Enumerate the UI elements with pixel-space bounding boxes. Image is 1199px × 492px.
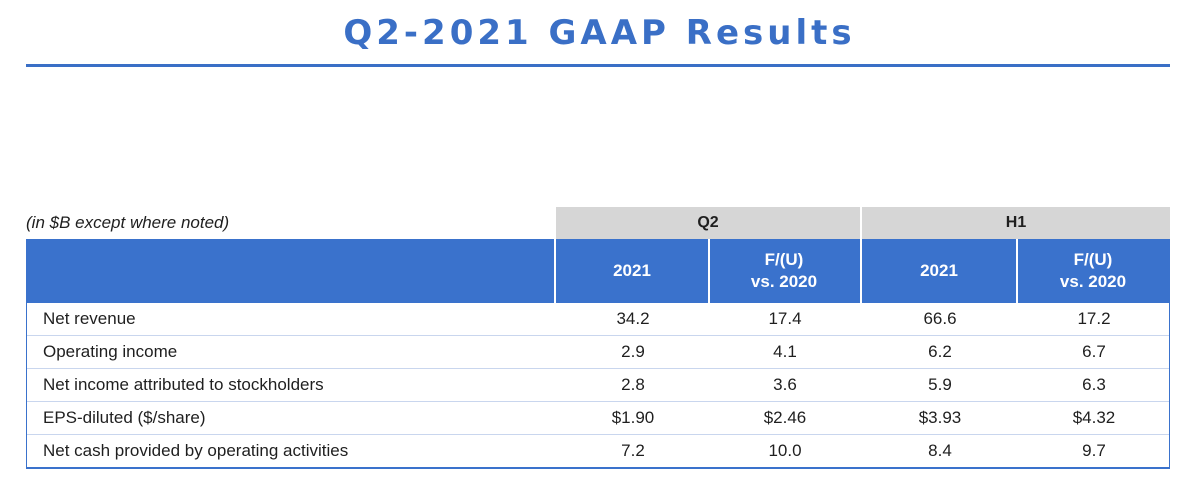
table-cell: $3.93	[918, 408, 962, 427]
table-cell: 7.2	[621, 441, 645, 460]
table-cell: $2.46	[763, 408, 807, 427]
column-header-row: 2021 F/(U) vs. 2020 2021 F/(U) vs. 2020	[26, 239, 1170, 303]
column-header-line2: vs. 2020	[750, 272, 818, 291]
column-separator	[860, 239, 862, 303]
table-cell: 6.7	[1082, 342, 1106, 361]
table-cell: 10.0	[768, 441, 802, 460]
column-separator	[1016, 239, 1018, 303]
table-cell: 2.9	[621, 342, 645, 361]
column-header-line1: 2021	[920, 261, 958, 280]
column-header-q2-vs-2020: F/(U) vs. 2020	[708, 239, 860, 303]
table-row: Net cash provided by operating activitie…	[27, 435, 1169, 467]
column-header-q2-2021: 2021	[556, 239, 708, 303]
table-body: Net revenue 34.2 17.4 66.6 17.2 Operatin…	[26, 303, 1170, 469]
table-cell: 6.3	[1082, 375, 1106, 394]
group-header-row: Q2 H1	[26, 207, 1170, 239]
row-label: Operating income	[43, 342, 178, 361]
table-row: Net revenue 34.2 17.4 66.6 17.2	[27, 303, 1169, 336]
page-title: Q2-2021 GAAP Results	[343, 13, 856, 53]
column-header-h1-2021: 2021	[862, 239, 1016, 303]
table-cell: 8.4	[928, 441, 952, 460]
column-header-line1: F/(U)	[764, 250, 804, 269]
column-header-h1-vs-2020: F/(U) vs. 2020	[1016, 239, 1170, 303]
table-cell: 2.8	[621, 375, 645, 394]
table-cell: 5.9	[928, 375, 952, 394]
title-divider	[26, 64, 1170, 67]
table-cell: $4.32	[1072, 408, 1116, 427]
column-header-line1: 2021	[613, 261, 651, 280]
column-header-line1: F/(U)	[1073, 250, 1113, 269]
table-row: Operating income 2.9 4.1 6.2 6.7	[27, 336, 1169, 369]
table-row: Net income attributed to stockholders 2.…	[27, 369, 1169, 402]
table-cell: 17.4	[768, 309, 802, 328]
group-header-h1: H1	[862, 207, 1170, 239]
table-cell: 17.2	[1077, 309, 1111, 328]
table-cell: 34.2	[616, 309, 650, 328]
row-label: Net revenue	[43, 309, 136, 328]
table-row: EPS-diluted ($/share) $1.90 $2.46 $3.93 …	[27, 402, 1169, 435]
row-label: EPS-diluted ($/share)	[43, 408, 206, 427]
column-separator	[554, 239, 556, 303]
row-label: Net income attributed to stockholders	[43, 375, 324, 394]
table-cell: 66.6	[923, 309, 957, 328]
results-table: Q2 H1 2021 F/(U) vs. 2020 2021	[26, 207, 1170, 469]
units-note: (in $B except where noted)	[26, 213, 230, 232]
table-cell: 9.7	[1082, 441, 1106, 460]
table-cell: 4.1	[773, 342, 797, 361]
table-cell: 6.2	[928, 342, 952, 361]
column-header-line2: vs. 2020	[1059, 272, 1127, 291]
row-label: Net cash provided by operating activitie…	[43, 441, 349, 460]
group-header-q2: Q2	[556, 207, 860, 239]
column-separator	[708, 239, 710, 303]
table-cell: $1.90	[611, 408, 655, 427]
table-cell: 3.6	[773, 375, 797, 394]
